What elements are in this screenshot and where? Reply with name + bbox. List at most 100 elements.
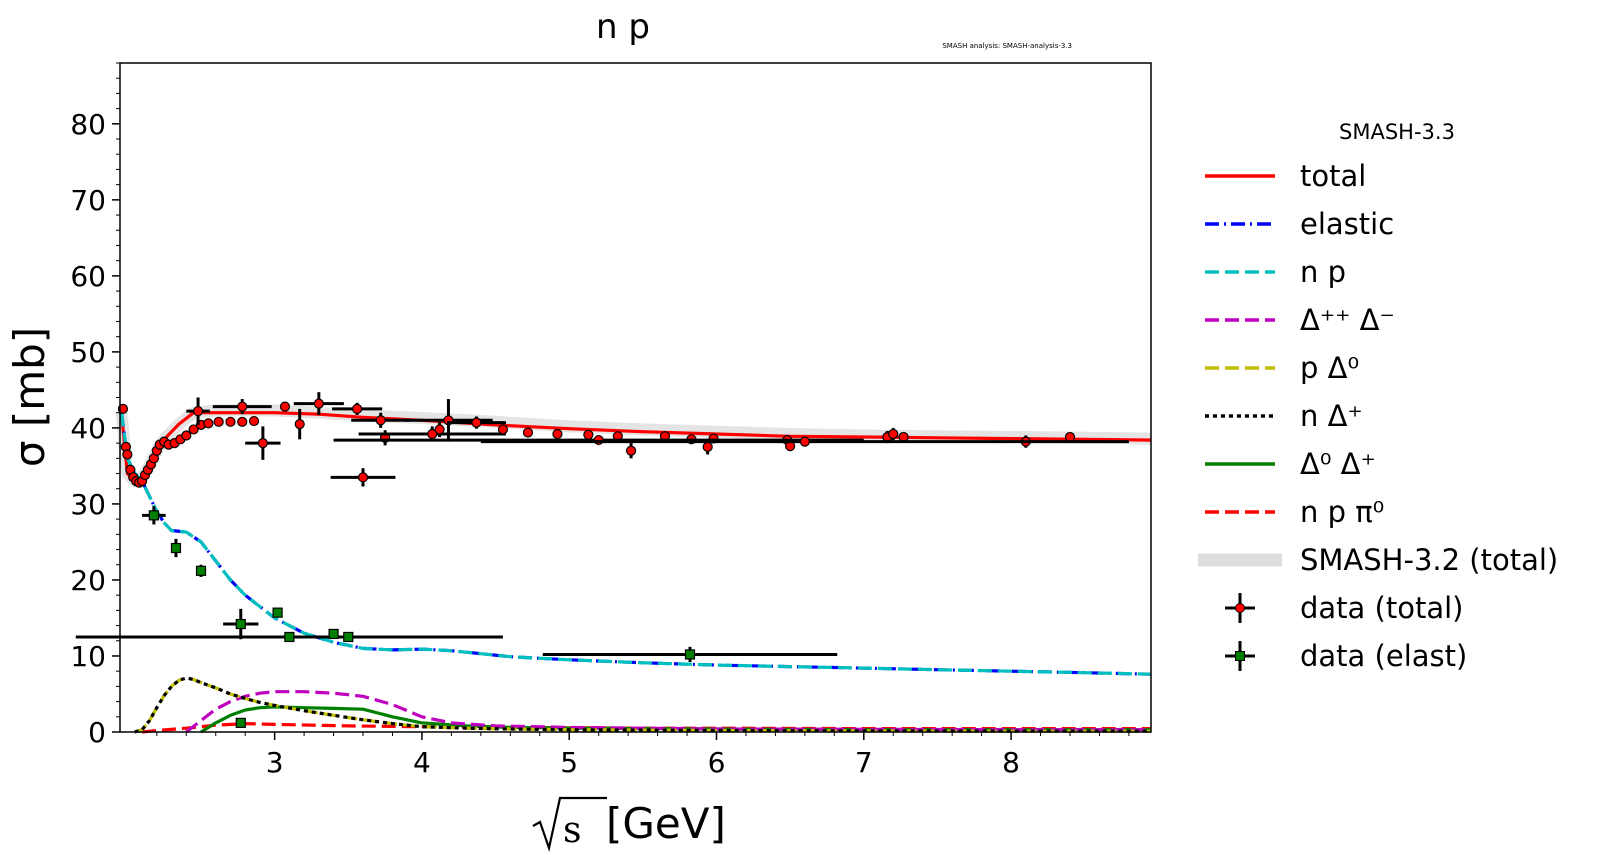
data-total-point: [213, 416, 224, 427]
data-total-point: [351, 412, 411, 428]
data-total-marker: [313, 398, 324, 409]
y-axis: 0 10 20 30 40 50 60 70 80: [70, 62, 120, 749]
data-points-layer: [75, 392, 1129, 728]
series-line-5: [134, 676, 1151, 734]
x-tick-label: 3: [266, 746, 284, 779]
data-total-point: [332, 402, 383, 415]
data-total-marker: [294, 419, 305, 430]
data-elast-marker: [235, 618, 246, 630]
data-total-point: [175, 434, 186, 445]
chart-subtitle: SMASH analysis: SMASH-analysis-3.3: [942, 42, 1072, 50]
data-elast-point: [542, 646, 838, 663]
data-total-marker: [248, 415, 260, 427]
data-total-marker: [237, 416, 248, 427]
data-total-marker: [434, 424, 445, 435]
data-total-point: [446, 416, 506, 429]
x-tick-label: 6: [708, 746, 726, 779]
data-total-point: [625, 443, 637, 459]
y-tick-label: 50: [70, 336, 106, 369]
data-total-marker: [122, 449, 133, 460]
data-total-point: [552, 428, 563, 440]
data-elast-marker: [343, 631, 354, 643]
data-total-point: [248, 415, 260, 427]
legend-label: elastic: [1300, 207, 1394, 241]
series-line-1: [119, 412, 1152, 676]
data-elast-marker: [272, 607, 283, 618]
y-tick-label: 20: [70, 564, 106, 597]
y-tick-label: 60: [70, 260, 106, 293]
data-elast-marker: [684, 649, 696, 660]
legend-label: data (total): [1300, 591, 1463, 625]
data-total-marker: [593, 434, 604, 446]
data-total-point: [583, 429, 594, 440]
y-tick-label: 0: [88, 716, 106, 749]
y-tick-label: 40: [70, 412, 106, 445]
data-elast-point: [142, 506, 166, 525]
data-total-point: [145, 459, 157, 470]
data-total-point: [294, 408, 305, 440]
data-total-point: [293, 392, 344, 415]
legend-marker: [1235, 603, 1245, 613]
series-line-2: [119, 412, 1152, 676]
data-total-point: [181, 430, 192, 441]
data-total-point: [122, 449, 133, 460]
x-axis-label-group: s [GeV]: [532, 796, 726, 853]
data-total-marker: [279, 401, 291, 412]
data-total-point: [888, 427, 899, 441]
data-total-marker: [375, 415, 386, 426]
data-elast-point: [195, 564, 207, 577]
data-total-marker: [257, 438, 268, 449]
data-total-point: [186, 397, 210, 425]
data-total-point: [380, 430, 391, 446]
data-total-marker: [799, 436, 810, 447]
data-total-point: [203, 418, 214, 429]
x-axis: 3 4 5 6 7 8: [156, 732, 1130, 779]
data-total-point: [480, 436, 1129, 447]
legend-label: n p π⁰: [1300, 495, 1384, 529]
series-line-4: [134, 676, 1151, 734]
data-total-marker: [181, 430, 192, 441]
plot-frame: [119, 62, 1152, 733]
y-axis-label: σ [mb]: [5, 327, 54, 467]
data-total-point: [898, 431, 909, 443]
data-total-point: [148, 453, 159, 464]
data-elast-point: [170, 538, 182, 558]
data-elast-marker: [195, 565, 207, 576]
data-elast-marker: [235, 717, 246, 728]
data-elast-point: [75, 631, 503, 643]
data-total-marker: [192, 406, 204, 417]
data-total-marker: [203, 418, 214, 429]
legend: SMASH-3.3 total elastic n p Δ⁺⁺ Δ⁻ p Δ⁰ n Δ⁺ Δ…: [1198, 120, 1558, 673]
data-total-marker: [497, 424, 509, 435]
data-total-point: [279, 401, 291, 412]
legend-label: Δ⁺⁺ Δ⁻: [1300, 303, 1395, 337]
x-axis-label: [GeV]: [606, 799, 726, 848]
data-elast-marker: [170, 542, 182, 554]
data-elast-point: [272, 607, 283, 618]
data-total-point: [522, 427, 534, 438]
data-total-point: [212, 399, 272, 415]
data-total-marker: [188, 424, 199, 435]
data-total-marker: [225, 416, 236, 427]
data-total-point: [330, 468, 396, 487]
legend-title: SMASH-3.3: [1339, 120, 1455, 144]
chart-title: n p: [596, 7, 650, 47]
y-tick-label: 30: [70, 488, 106, 521]
data-elast-marker: [148, 510, 159, 521]
data-elast-point: [328, 628, 339, 640]
x-axis-label-symbol: s: [563, 810, 581, 851]
data-total-marker: [552, 428, 563, 440]
y-tick-label: 70: [70, 184, 106, 217]
data-elast-point: [223, 608, 259, 640]
legend-label: n p: [1300, 255, 1346, 289]
data-elast-marker: [328, 628, 339, 640]
legend-label: total: [1300, 159, 1366, 193]
data-total-marker: [522, 427, 534, 438]
y-tick-label: 80: [70, 108, 106, 141]
data-total-marker: [888, 428, 899, 440]
x-tick-label: 8: [1002, 746, 1020, 779]
sqrt-sign-icon: [532, 796, 607, 853]
data-total-marker: [352, 403, 363, 415]
data-total-marker: [357, 472, 369, 483]
